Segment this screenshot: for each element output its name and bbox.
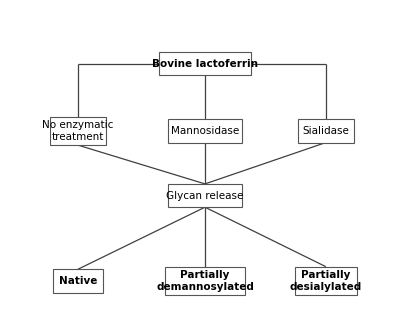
FancyBboxPatch shape: [53, 269, 103, 293]
FancyBboxPatch shape: [50, 117, 106, 145]
FancyBboxPatch shape: [168, 119, 242, 142]
Text: Partially
desialylated: Partially desialylated: [290, 270, 362, 292]
Text: Bovine lactoferrin: Bovine lactoferrin: [152, 58, 258, 69]
Text: Glycan release: Glycan release: [166, 191, 244, 201]
FancyBboxPatch shape: [295, 267, 357, 295]
FancyBboxPatch shape: [158, 52, 252, 75]
FancyBboxPatch shape: [165, 267, 245, 295]
FancyBboxPatch shape: [298, 119, 354, 142]
Text: Native: Native: [59, 276, 97, 286]
Text: Mannosidase: Mannosidase: [171, 126, 239, 136]
Text: Sialidase: Sialidase: [302, 126, 349, 136]
FancyBboxPatch shape: [168, 184, 242, 207]
Text: Partially
demannosylated: Partially demannosylated: [156, 270, 254, 292]
Text: No enzymatic
treatment: No enzymatic treatment: [42, 120, 114, 142]
